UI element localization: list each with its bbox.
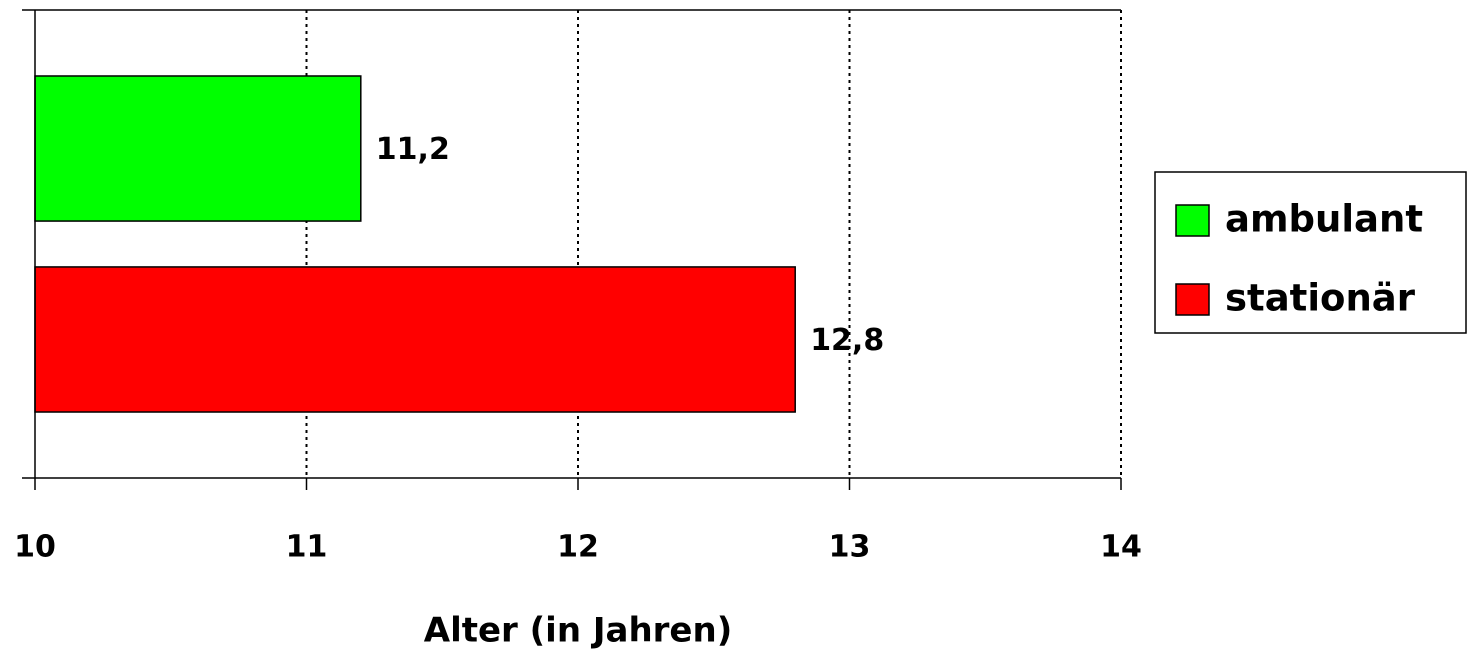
- x-tick-label: 11: [286, 530, 328, 565]
- bar: [34, 266, 796, 413]
- x-tick-label: 14: [1100, 530, 1142, 565]
- x-axis-label: Alter (in Jahren): [424, 611, 733, 651]
- data-label: 11,2: [376, 132, 450, 167]
- legend-label: ambulant: [1225, 198, 1423, 241]
- x-tick-label: 12: [557, 530, 599, 565]
- data-label: 12,8: [810, 323, 884, 358]
- x-tick-label: 13: [829, 530, 871, 565]
- legend-label: stationär: [1225, 277, 1416, 320]
- legend-swatch: [1175, 204, 1210, 237]
- x-tick-label: 10: [14, 530, 56, 565]
- legend-swatch: [1175, 283, 1210, 316]
- bar: [34, 75, 362, 222]
